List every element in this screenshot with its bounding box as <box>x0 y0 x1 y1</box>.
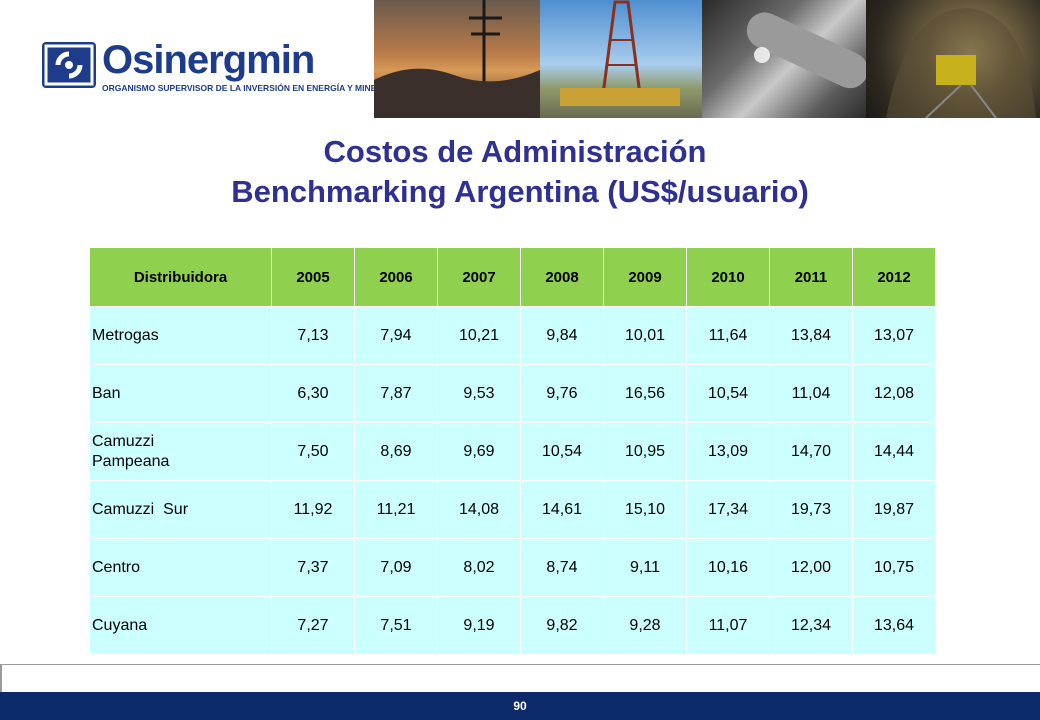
value-cell: 8,02 <box>437 538 521 597</box>
value-cell: 10,75 <box>852 538 936 597</box>
value-cell: 8,69 <box>354 422 438 481</box>
value-cell: 11,92 <box>271 480 355 539</box>
value-cell: 13,64 <box>852 596 936 655</box>
value-cell: 12,34 <box>769 596 853 655</box>
mine-tunnel-photo <box>866 0 1040 118</box>
value-cell: 11,64 <box>686 306 770 365</box>
distributor-cell: Cuyana <box>89 596 272 655</box>
value-cell: 9,69 <box>437 422 521 481</box>
oil-rig-photo <box>540 0 702 118</box>
power-lines-photo <box>374 0 540 118</box>
distributor-cell: Camuzzi Sur <box>89 480 272 539</box>
value-cell: 8,74 <box>520 538 604 597</box>
header-cell: 2011 <box>769 247 853 307</box>
header-cell: 2005 <box>271 247 355 307</box>
page-number: 90 <box>513 699 527 713</box>
value-cell: 15,10 <box>603 480 687 539</box>
benchmark-table: Distribuidora 2005 2006 2007 2008 2009 2… <box>89 247 936 655</box>
value-cell: 6,30 <box>271 364 355 423</box>
value-cell: 7,50 <box>271 422 355 481</box>
value-cell: 12,08 <box>852 364 936 423</box>
header-cell: 2008 <box>520 247 604 307</box>
welding-pipe-photo <box>702 0 866 118</box>
distributor-cell: Metrogas <box>89 306 272 365</box>
header-banner: Osinergmin ORGANISMO SUPERVISOR DE LA IN… <box>0 0 1040 120</box>
value-cell: 10,54 <box>686 364 770 423</box>
slide-title: Costos de Administración Benchmarking Ar… <box>0 132 1040 212</box>
value-cell: 9,82 <box>520 596 604 655</box>
value-cell: 9,19 <box>437 596 521 655</box>
table-row: Cuyana 7,27 7,51 9,19 9,82 9,28 11,07 12… <box>89 596 936 655</box>
value-cell: 10,16 <box>686 538 770 597</box>
value-cell: 9,53 <box>437 364 521 423</box>
header-cell: 2006 <box>354 247 438 307</box>
title-line-1: Costos de Administración <box>323 134 707 169</box>
table-row: Centro 7,37 7,09 8,02 8,74 9,11 10,16 12… <box>89 538 936 597</box>
value-cell: 16,56 <box>603 364 687 423</box>
value-cell: 10,01 <box>603 306 687 365</box>
value-cell: 13,09 <box>686 422 770 481</box>
table-row: Metrogas 7,13 7,94 10,21 9,84 10,01 11,6… <box>89 306 936 365</box>
value-cell: 19,87 <box>852 480 936 539</box>
logo-subtitle: ORGANISMO SUPERVISOR DE LA INVERSIÓN EN … <box>102 83 391 93</box>
header-cell: 2009 <box>603 247 687 307</box>
value-cell: 11,07 <box>686 596 770 655</box>
table-row: Camuzzi Sur 11,92 11,21 14,08 14,61 15,1… <box>89 480 936 539</box>
distributor-cell: Centro <box>89 538 272 597</box>
table-row: Ban 6,30 7,87 9,53 9,76 16,56 10,54 11,0… <box>89 364 936 423</box>
value-cell: 7,09 <box>354 538 438 597</box>
header-cell: 2012 <box>852 247 936 307</box>
value-cell: 12,00 <box>769 538 853 597</box>
value-cell: 7,37 <box>271 538 355 597</box>
value-cell: 13,84 <box>769 306 853 365</box>
logo-emblem-icon <box>42 42 96 88</box>
value-cell: 19,73 <box>769 480 853 539</box>
distributor-cell: Ban <box>89 364 272 423</box>
value-cell: 9,28 <box>603 596 687 655</box>
value-cell: 10,95 <box>603 422 687 481</box>
value-cell: 14,08 <box>437 480 521 539</box>
value-cell: 10,21 <box>437 306 521 365</box>
value-cell: 14,61 <box>520 480 604 539</box>
value-cell: 7,87 <box>354 364 438 423</box>
table-header-row: Distribuidora 2005 2006 2007 2008 2009 2… <box>89 247 936 307</box>
value-cell: 10,54 <box>520 422 604 481</box>
header-cell: 2010 <box>686 247 770 307</box>
value-cell: 11,04 <box>769 364 853 423</box>
value-cell: 14,70 <box>769 422 853 481</box>
value-cell: 13,07 <box>852 306 936 365</box>
osinergmin-logo: Osinergmin ORGANISMO SUPERVISOR DE LA IN… <box>42 38 391 100</box>
header-cell: 2007 <box>437 247 521 307</box>
value-cell: 7,13 <box>271 306 355 365</box>
table-row: Camuzzi Pampeana 7,50 8,69 9,69 10,54 10… <box>89 422 936 481</box>
value-cell: 17,34 <box>686 480 770 539</box>
value-cell: 9,11 <box>603 538 687 597</box>
title-line-2: Benchmarking Argentina (US$/usuario) <box>231 174 809 209</box>
value-cell: 7,27 <box>271 596 355 655</box>
header-cell: Distribuidora <box>89 247 272 307</box>
header-photo-strip <box>374 0 1040 118</box>
distributor-cell: Camuzzi Pampeana <box>89 422 272 481</box>
logo-wordmark: Osinergmin <box>102 38 315 82</box>
value-cell: 9,76 <box>520 364 604 423</box>
value-cell: 14,44 <box>852 422 936 481</box>
value-cell: 9,84 <box>520 306 604 365</box>
value-cell: 7,51 <box>354 596 438 655</box>
value-cell: 7,94 <box>354 306 438 365</box>
footer-divider <box>0 664 1040 692</box>
footer-bar <box>0 692 1040 720</box>
value-cell: 11,21 <box>354 480 438 539</box>
